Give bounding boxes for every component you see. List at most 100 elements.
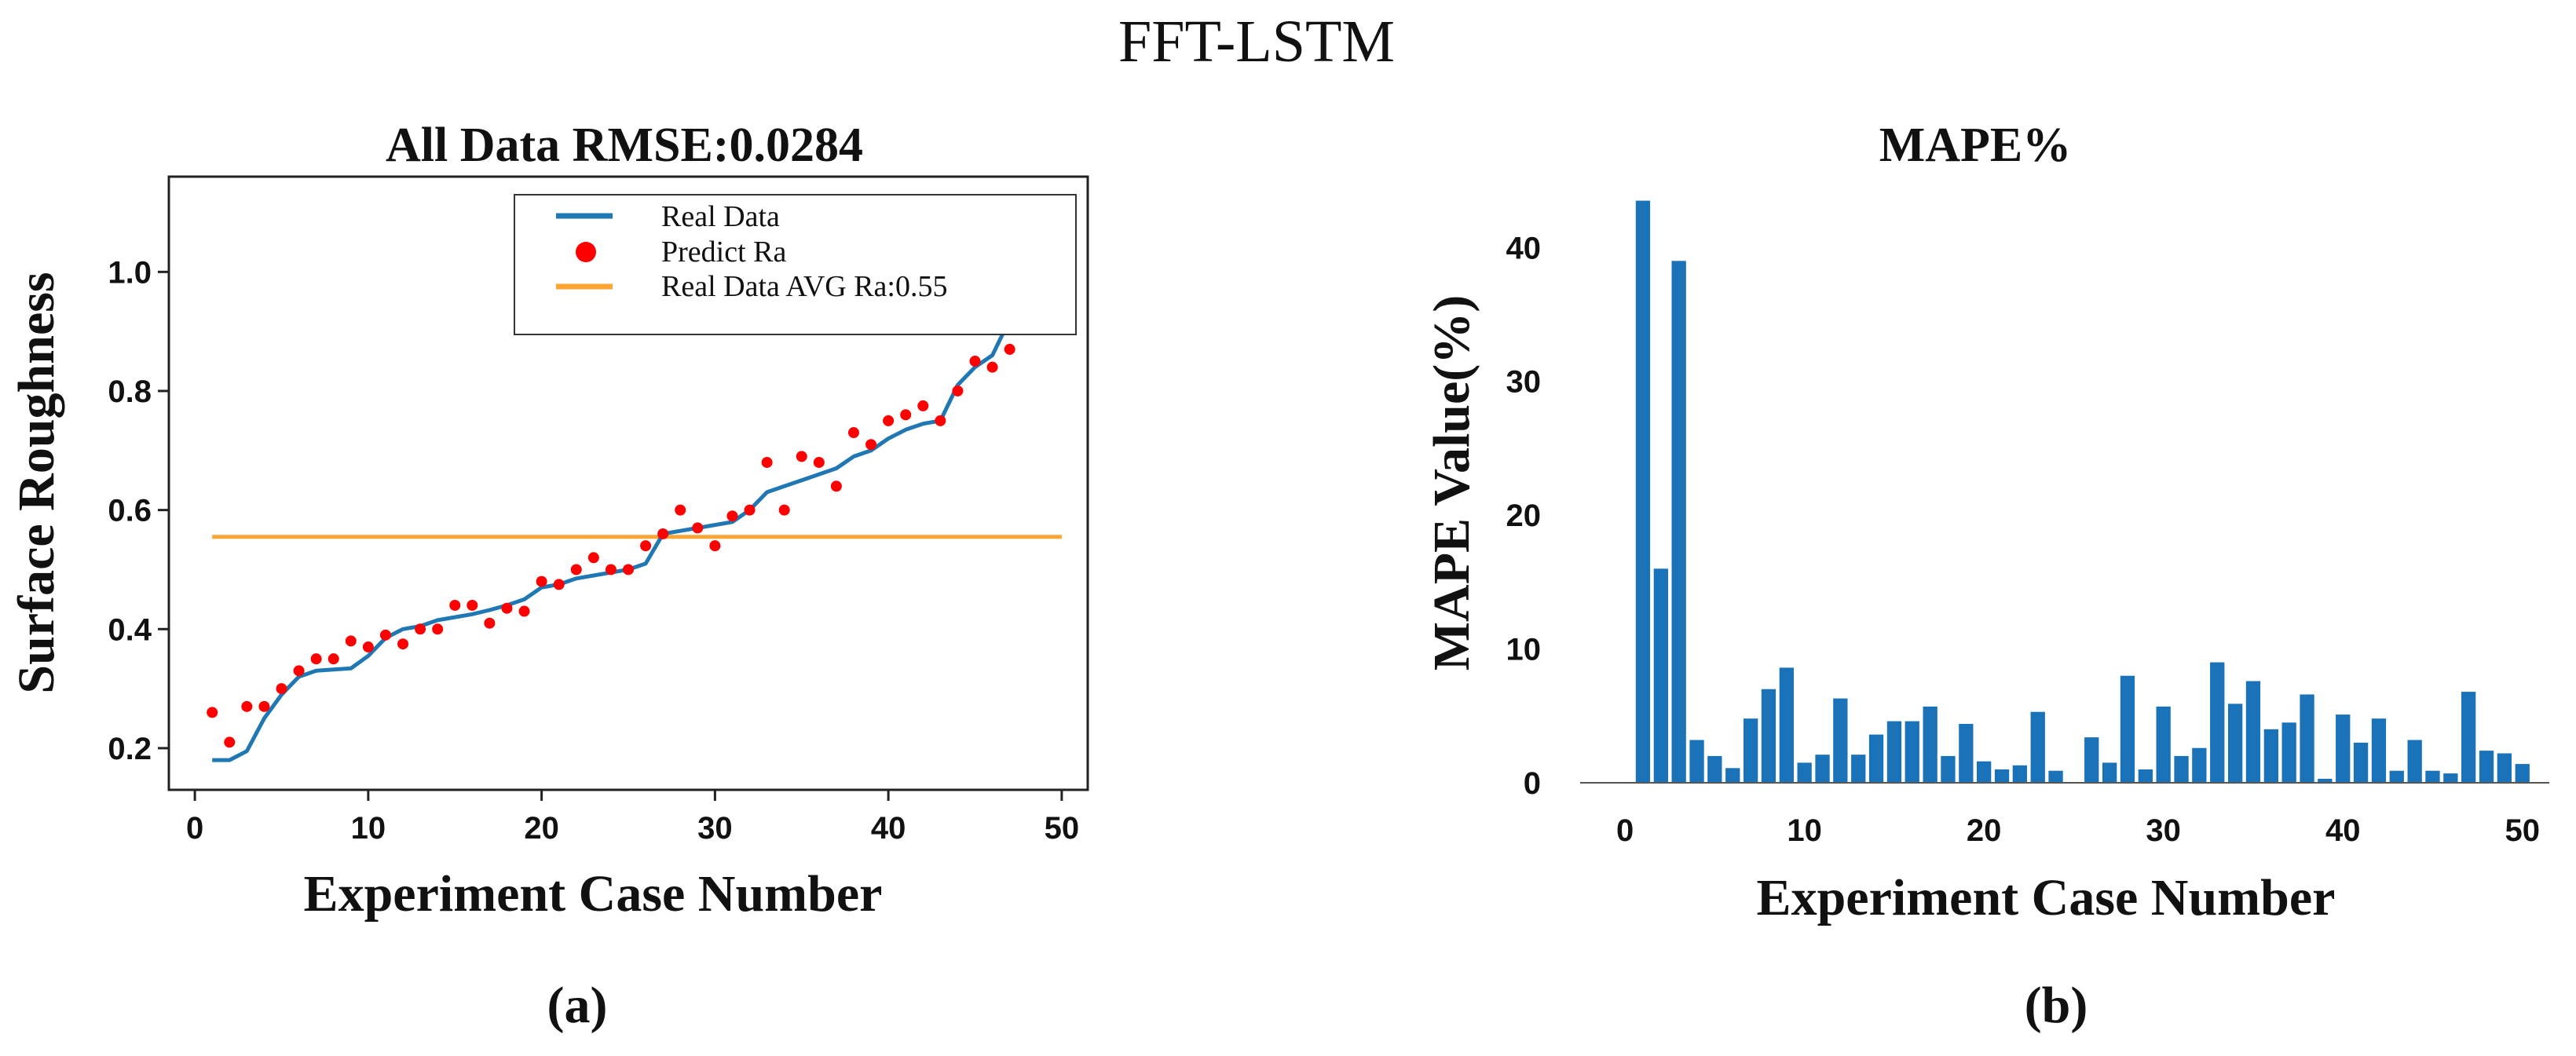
chart-b-title: MAPE% bbox=[1879, 119, 2072, 172]
legend-predict-swatch bbox=[576, 242, 596, 262]
chart-a-ytick-label: 0.6 bbox=[108, 494, 152, 528]
predict-point bbox=[935, 415, 946, 426]
mape-bar bbox=[1744, 718, 1758, 783]
mape-bar bbox=[1797, 762, 1812, 783]
predict-point bbox=[587, 552, 599, 564]
predict-point bbox=[709, 540, 721, 552]
mape-bar bbox=[2210, 662, 2225, 783]
mape-bar bbox=[2425, 770, 2440, 783]
chart-b-xtick-label: 50 bbox=[2505, 813, 2540, 848]
predict-point bbox=[623, 564, 634, 576]
mape-bar bbox=[1635, 200, 1651, 784]
mape-bar bbox=[2479, 751, 2494, 783]
chart-a-xtick-label: 0 bbox=[186, 811, 203, 846]
chart-a-xtick-label: 50 bbox=[1045, 811, 1080, 846]
predict-point bbox=[917, 400, 929, 411]
predict-point bbox=[847, 427, 859, 439]
mape-bar bbox=[1923, 706, 1937, 783]
chart-b-mape: MAPE% 0 10 20 30 40 0 10 20 30 40 50 MAPE Value(%… bbox=[1423, 119, 2549, 926]
chart-a-xtick-label: 40 bbox=[871, 811, 906, 846]
chart-b-ytick-label: 20 bbox=[1506, 499, 1542, 533]
predict-point bbox=[258, 700, 270, 712]
chart-b-xtick-label: 30 bbox=[2146, 813, 2181, 848]
chart-a-ytick-label: 0.4 bbox=[108, 612, 152, 647]
mape-bar bbox=[2174, 755, 2189, 783]
mape-bar bbox=[2192, 747, 2207, 783]
predict-point bbox=[657, 528, 669, 539]
mape-bar bbox=[1851, 755, 1866, 783]
legend-predict-label: Predict Ra bbox=[661, 236, 786, 269]
mape-bar bbox=[1959, 724, 1974, 783]
chart-a-legend: Real Data Predict Ra Real Data AVG Ra:0.… bbox=[514, 194, 1077, 335]
panel-label-b: (b) bbox=[2025, 977, 2088, 1034]
mape-bar bbox=[1815, 755, 1830, 783]
mape-bar bbox=[1779, 667, 1794, 783]
predict-point bbox=[692, 522, 704, 534]
mape-bar bbox=[2084, 737, 2099, 783]
mape-bar bbox=[1941, 755, 1956, 783]
mape-bar bbox=[2102, 762, 2117, 783]
predict-point bbox=[726, 510, 738, 522]
mape-bar bbox=[2443, 773, 2458, 783]
predict-point bbox=[986, 361, 998, 373]
mape-bar bbox=[1689, 740, 1704, 783]
predict-point bbox=[484, 617, 496, 629]
mape-bar bbox=[2515, 764, 2530, 783]
chart-b-xtick-label: 20 bbox=[1967, 813, 2002, 848]
predict-point bbox=[865, 439, 877, 451]
mape-bar bbox=[2156, 706, 2171, 783]
chart-b-ytick-label: 30 bbox=[1506, 365, 1542, 400]
predict-point bbox=[276, 683, 287, 695]
predict-point bbox=[224, 736, 236, 748]
predict-point bbox=[501, 602, 513, 614]
chart-a-plot-area bbox=[167, 175, 1089, 791]
mape-bar bbox=[2300, 694, 2314, 783]
predict-point bbox=[310, 653, 322, 665]
chart-b-xtick-label: 40 bbox=[2325, 813, 2361, 848]
mape-bar bbox=[2048, 770, 2063, 783]
chart-b-xlabel: Experiment Case Number bbox=[1757, 869, 2336, 926]
chart-a-roughness: All Data RMSE:0.0284 0.2 0.4 0.6 0.8 1.0 0 10… bbox=[8, 119, 1089, 923]
mape-bar bbox=[2281, 722, 2296, 783]
predict-point bbox=[397, 638, 409, 650]
legend-avg-label: Real Data AVG Ra:0.55 bbox=[661, 270, 947, 303]
chart-b-ytick-label: 0 bbox=[1524, 766, 1541, 801]
predict-point bbox=[675, 504, 686, 516]
predict-point bbox=[553, 579, 565, 590]
predict-point bbox=[744, 504, 756, 516]
mape-bar bbox=[2245, 681, 2261, 783]
predict-point bbox=[605, 564, 617, 576]
predict-point bbox=[293, 665, 305, 677]
predict-point bbox=[883, 415, 895, 426]
mape-bar bbox=[1725, 768, 1740, 783]
predict-point bbox=[830, 480, 842, 492]
predict-point bbox=[241, 700, 253, 712]
mape-bar bbox=[2120, 675, 2135, 783]
chart-a-xlabel: Experiment Case Number bbox=[304, 865, 883, 923]
predict-point bbox=[640, 540, 652, 552]
mape-bar bbox=[1886, 721, 1902, 783]
mape-bar bbox=[2353, 742, 2369, 783]
chart-a-ytick-label: 1.0 bbox=[108, 255, 152, 290]
mape-bar bbox=[2371, 718, 2387, 783]
chart-b-ylabel: MAPE Value(%) bbox=[1423, 295, 1480, 671]
predict-point bbox=[969, 356, 981, 367]
mape-bar bbox=[2030, 711, 2045, 783]
chart-a-ytick-label: 0.2 bbox=[108, 732, 152, 766]
predict-point bbox=[900, 409, 912, 421]
mape-bar bbox=[2263, 729, 2278, 783]
predict-point bbox=[345, 635, 357, 647]
chart-a-xtick-label: 20 bbox=[524, 811, 559, 846]
chart-b-ytick-label: 40 bbox=[1506, 231, 1542, 265]
mape-bar bbox=[2012, 765, 2027, 783]
chart-a-ylabel: Surface Roughness bbox=[8, 272, 65, 693]
panel-label-a: (a) bbox=[547, 977, 608, 1034]
chart-a-xtick-label: 10 bbox=[351, 811, 386, 846]
mape-bar bbox=[2138, 769, 2153, 783]
legend-real-data-label: Real Data bbox=[661, 200, 780, 233]
predict-point bbox=[536, 576, 547, 587]
mape-bar bbox=[1905, 721, 1919, 783]
predict-point bbox=[778, 504, 790, 516]
figure-suptitle: FFT-LSTM bbox=[1118, 9, 1395, 75]
